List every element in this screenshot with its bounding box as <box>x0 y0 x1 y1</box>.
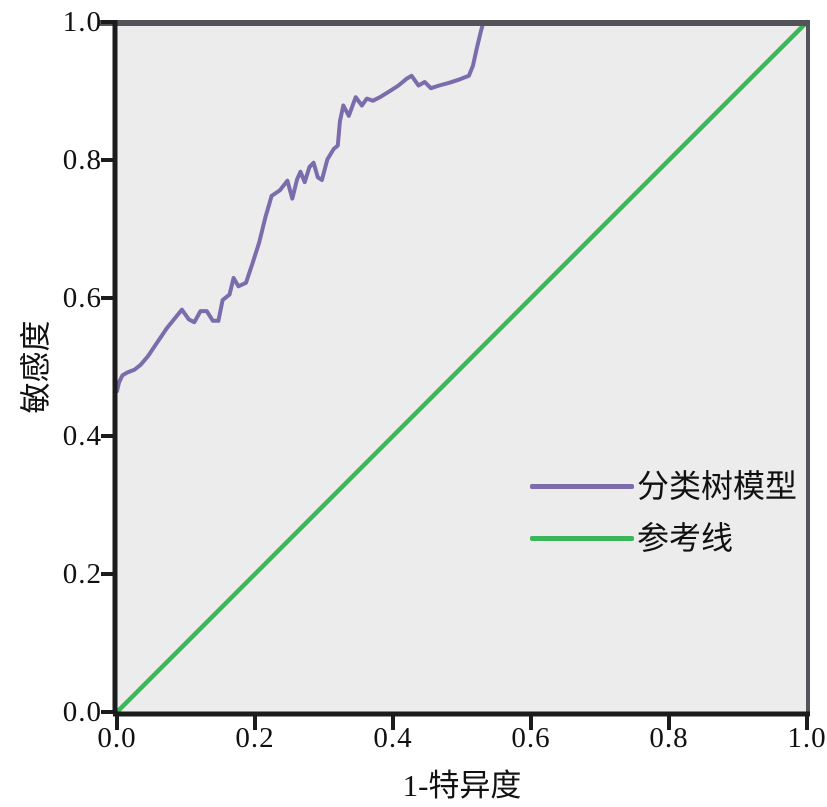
x-tick-label-0.6: 0.6 <box>511 722 551 754</box>
y-tick-label-0.8: 0.8 <box>62 144 102 176</box>
legend-label-reference: 参考线 <box>637 520 734 556</box>
x-tick-label-0.8: 0.8 <box>649 722 689 754</box>
legend-item-reference: 参考线 <box>530 521 733 555</box>
y-axis-title: 敏感度 <box>18 320 54 414</box>
reference-line-swatch <box>530 535 634 541</box>
x-tick-label-0.2: 0.2 <box>235 722 275 754</box>
model-line-swatch <box>530 483 634 489</box>
x-tick-label-0.0: 0.0 <box>97 722 137 754</box>
y-tick-label-0.0: 0.0 <box>62 696 102 728</box>
legend-label-model: 分类树模型 <box>637 468 798 504</box>
x-axis-title: 1-特异度 <box>402 768 522 803</box>
y-tick-label-0.4: 0.4 <box>62 420 102 452</box>
y-tick-label-0.6: 0.6 <box>62 282 102 314</box>
y-tick-label-1.0: 1.0 <box>62 6 102 38</box>
y-tick-label-0.2: 0.2 <box>62 558 102 590</box>
x-tick-label-1.0: 1.0 <box>787 722 827 754</box>
x-tick-label-0.4: 0.4 <box>373 722 413 754</box>
roc-curve-line <box>115 20 486 394</box>
legend-item-model: 分类树模型 <box>530 469 797 503</box>
reference-line <box>114 19 810 715</box>
